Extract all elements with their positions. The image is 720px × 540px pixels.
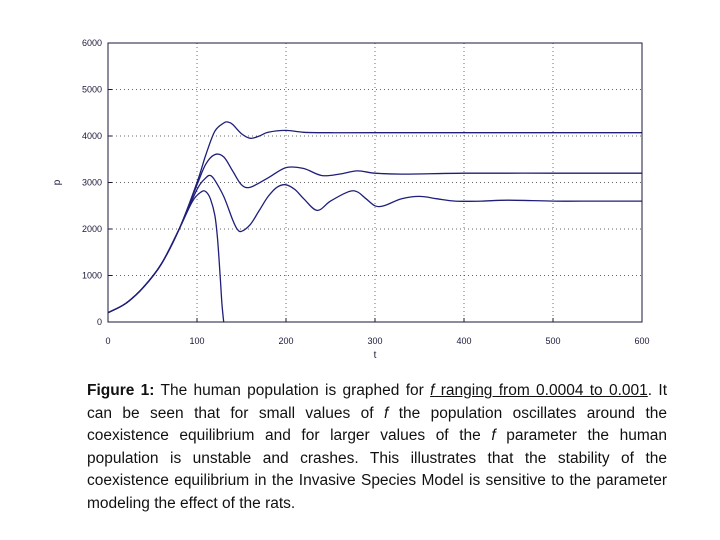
y-tick-label: 6000 xyxy=(82,38,102,48)
caption-f-symbol: f xyxy=(383,404,389,422)
series-group xyxy=(107,121,642,323)
figure-caption: Figure 1: The human population is graphe… xyxy=(87,380,667,515)
caption-label: Figure 1: xyxy=(87,382,155,399)
line-chart: 0 100 200 300 400 500 600010002000300040005000… xyxy=(52,38,650,361)
caption-f-symbol: f xyxy=(491,427,496,444)
caption-text-1: The human population is graphed for xyxy=(154,382,431,399)
caption-text-3: the population oscillates around the coe… xyxy=(87,404,667,445)
y-tick-label: 3000 xyxy=(82,178,102,188)
ticks: 0 100 200 300 400 500 600010002000300040005000… xyxy=(82,38,650,346)
x-tick-label: 400 xyxy=(456,336,471,346)
y-tick-label: 2000 xyxy=(82,224,102,234)
caption-range-text: ranging from 0.0004 to 0.001 xyxy=(434,382,648,399)
caption-underlined-range: f ranging from 0.0004 to 0.001 xyxy=(430,382,648,399)
x-tick-label: 100 xyxy=(189,336,204,346)
series-line-3 xyxy=(107,174,642,314)
x-tick-label: 300 xyxy=(367,336,382,346)
x-axis-label: t xyxy=(374,350,377,361)
y-tick-label: 4000 xyxy=(82,131,102,141)
x-tick-label: 500 xyxy=(545,336,560,346)
caption-text-4: parameter the human population is unstab… xyxy=(87,427,667,512)
y-axis-label: p xyxy=(52,179,63,185)
caption-text-2: . It can be seen that for small values o… xyxy=(87,382,668,422)
x-tick-label: 600 xyxy=(634,336,649,346)
series-line-4 xyxy=(107,190,225,323)
grid-lines xyxy=(108,43,642,322)
series-line-2 xyxy=(107,153,642,314)
y-tick-label: 0 xyxy=(97,317,102,327)
x-tick-label: 200 xyxy=(278,336,293,346)
series-line-1 xyxy=(107,121,642,314)
caption-f-symbol: f xyxy=(430,382,435,399)
y-tick-label: 5000 xyxy=(82,85,102,95)
y-tick-label: 1000 xyxy=(82,271,102,281)
x-tick-label: 0 xyxy=(105,336,110,346)
